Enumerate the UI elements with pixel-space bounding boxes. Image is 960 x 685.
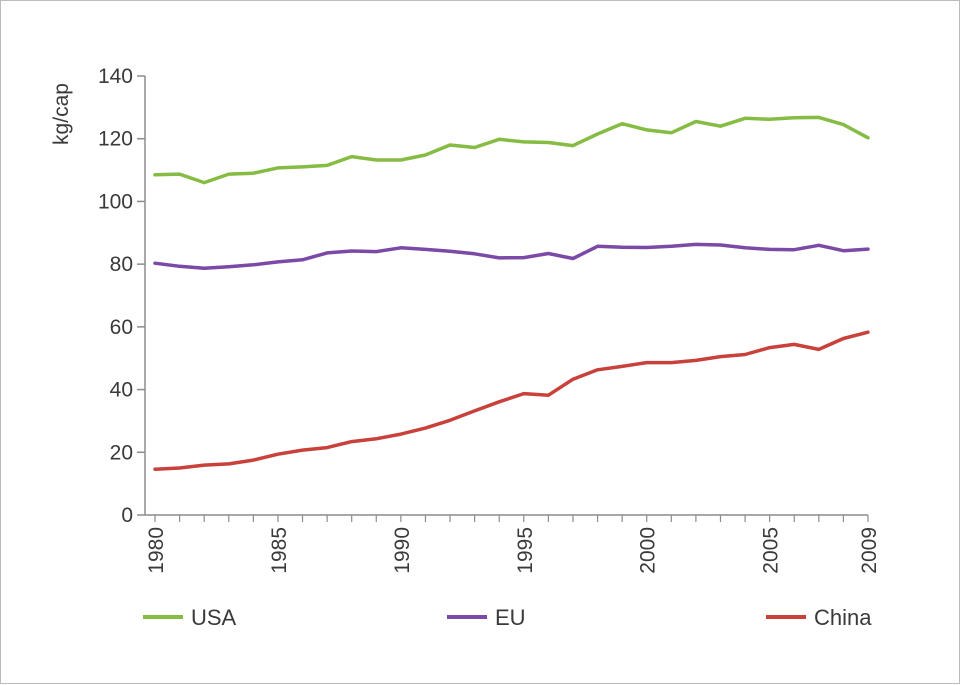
x-tick-label: 2000 [637, 527, 660, 574]
x-tick-label: 1985 [268, 527, 291, 574]
x-tick-label: 2005 [760, 527, 783, 574]
y-tick-label: 140 [98, 65, 133, 88]
x-tick-label: 1990 [391, 527, 414, 574]
series-line-usa [153, 115, 870, 185]
y-tick-label: 120 [98, 128, 133, 151]
axes: 0 20 40 60 80 100 120 140 1980 1985 1990 1995 2000 20… [50, 65, 881, 574]
y-tick-label: 40 [110, 379, 133, 402]
y-tick-label: 100 [98, 190, 133, 213]
y-tick-label: 20 [110, 441, 133, 464]
legend-label-eu: EU [495, 605, 526, 630]
x-tick-label: 1980 [145, 527, 168, 574]
series-line-eu [153, 242, 870, 270]
legend-label-usa: USA [191, 605, 237, 630]
series-lines [153, 115, 870, 471]
y-tick-label: 60 [110, 316, 133, 339]
y-axis-title: kg/cap [50, 83, 73, 145]
y-tick-label: 80 [110, 253, 133, 276]
x-tick-label: 2009 [858, 527, 881, 574]
series-line-china [153, 330, 870, 471]
legend-label-china: China [814, 605, 872, 630]
x-tick-label: 1995 [514, 527, 537, 574]
y-tick-label: 0 [121, 504, 133, 527]
legend: USA EU China [143, 605, 872, 630]
